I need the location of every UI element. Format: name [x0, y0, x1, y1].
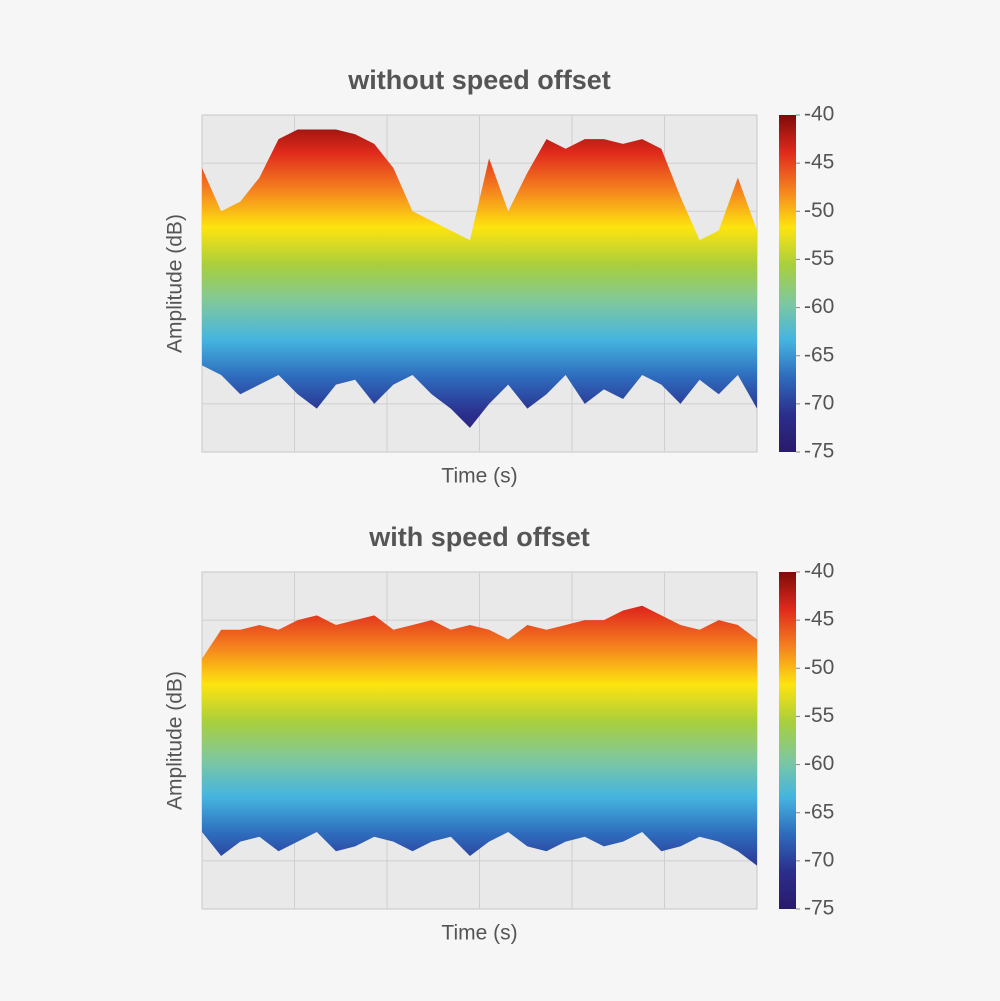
colorbar-tick-label: -70	[804, 848, 834, 871]
colorbar-tick-label: -60	[804, 295, 834, 318]
surface-area	[202, 129, 757, 428]
colorbar-tick-label: -45	[804, 151, 834, 174]
colorbar-tick-label: -65	[804, 800, 834, 823]
x-axis-label: Time (s)	[441, 922, 517, 945]
colorbar-tick-label: -60	[804, 752, 834, 775]
colorbar-tick-label: -75	[804, 897, 834, 920]
colorbar	[779, 572, 796, 909]
colorbar-tick-label: -75	[804, 440, 834, 463]
colorbar	[779, 115, 796, 452]
colorbar-tick-label: -45	[804, 608, 834, 631]
colorbar-tick-label: -55	[804, 247, 834, 270]
colorbar-tick-label: -65	[804, 343, 834, 366]
colorbar-tick-label: -50	[804, 656, 834, 679]
chart-title: with speed offset	[368, 522, 590, 552]
colorbar-tick-label: -55	[804, 704, 834, 727]
chart-title: without speed offset	[347, 65, 611, 95]
x-axis-label: Time (s)	[441, 465, 517, 488]
y-axis-label: Amplitude (dB)	[164, 214, 187, 353]
colorbar-tick-label: -50	[804, 199, 834, 222]
colorbar-tick-label: -40	[804, 103, 834, 126]
colorbar-tick-label: -70	[804, 391, 834, 414]
y-axis-label: Amplitude (dB)	[164, 671, 187, 810]
colorbar-tick-label: -40	[804, 560, 834, 583]
surface-area	[202, 605, 757, 866]
